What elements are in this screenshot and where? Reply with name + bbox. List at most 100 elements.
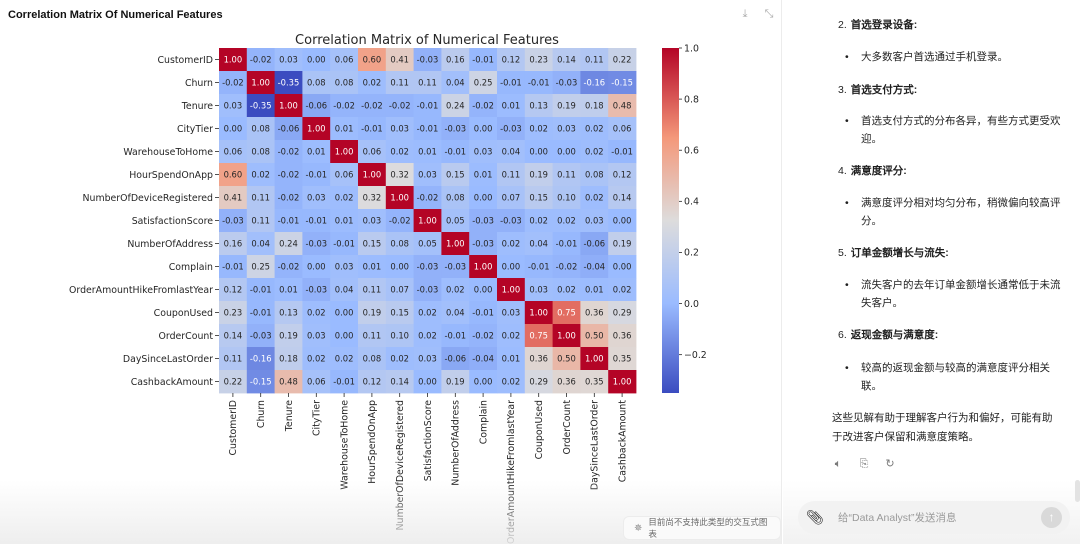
cell-value-label: 0.60 xyxy=(363,55,382,65)
cell-value-label: 1.00 xyxy=(418,216,437,226)
heatmap-cell xyxy=(608,94,637,118)
heatmap-cell xyxy=(497,140,526,164)
heatmap-cell xyxy=(274,301,303,325)
x-tick-label: OrderAmountHikeFromlastYear xyxy=(506,400,517,544)
heatmap-cell xyxy=(608,370,637,394)
heatmap-cell xyxy=(497,370,526,394)
heatmap-cell xyxy=(246,347,275,371)
heatmap-cell xyxy=(608,48,637,72)
cell-value-label: -0.01 xyxy=(333,239,355,249)
heatmap-cell xyxy=(413,48,442,72)
cell-value-label: 0.02 xyxy=(390,147,409,157)
heatmap-cell xyxy=(441,370,470,394)
cell-value-label: 0.02 xyxy=(585,147,604,157)
cell-value-label: 0.03 xyxy=(279,55,298,65)
copy-icon[interactable]: ⎘ xyxy=(859,458,869,470)
heatmap-cell xyxy=(441,71,470,95)
x-tick-label: CityTier xyxy=(312,400,323,436)
heatmap-cell xyxy=(330,163,359,187)
heatmap-cell xyxy=(469,163,498,187)
y-tick-label: DaySinceLastOrder xyxy=(123,354,213,365)
cell-value-label: 1.00 xyxy=(279,101,298,111)
cell-value-label: -0.03 xyxy=(222,216,244,226)
cell-value-label: 0.01 xyxy=(307,147,326,157)
y-tick-label: NumberOfDeviceRegistered xyxy=(82,193,213,204)
cell-value-label: 0.13 xyxy=(529,101,548,111)
send-button[interactable]: ↑ xyxy=(1041,507,1062,528)
x-tick-label: Complain xyxy=(478,400,489,444)
cell-value-label: 0.11 xyxy=(251,216,270,226)
heatmap-cell xyxy=(385,163,414,187)
x-tick-label: CashbackAmount xyxy=(617,400,628,483)
cell-value-label: 0.12 xyxy=(502,55,521,65)
scrollbar[interactable] xyxy=(1075,480,1080,502)
cell-value-label: -0.16 xyxy=(250,354,272,364)
cell-value-label: 0.03 xyxy=(335,262,354,272)
heatmap-cell xyxy=(469,278,498,302)
heatmap-cell xyxy=(524,301,553,325)
heatmap-cell xyxy=(246,301,275,325)
heatmap-cell xyxy=(580,232,609,256)
cell-value-label: 0.48 xyxy=(613,101,632,111)
cell-value-label: 0.03 xyxy=(307,331,326,341)
x-tick-label: SatisfactionScore xyxy=(423,400,434,482)
y-tick-label: Complain xyxy=(169,262,213,273)
heatmap-cell xyxy=(385,278,414,302)
y-tick-label: OrderCount xyxy=(159,331,214,342)
cell-value-label: 0.03 xyxy=(363,216,382,226)
cell-value-label: 0.03 xyxy=(390,124,409,134)
cell-value-label: 0.12 xyxy=(363,377,382,387)
heatmap-cell xyxy=(246,48,275,72)
cell-value-label: 0.00 xyxy=(307,262,326,272)
heatmap-cell xyxy=(219,255,248,279)
cell-value-label: -0.06 xyxy=(278,124,300,134)
cell-value-label: -0.01 xyxy=(611,147,633,157)
heatmap-cell xyxy=(219,163,248,187)
heatmap-cell xyxy=(469,209,498,233)
heatmap-cell xyxy=(524,186,553,210)
heatmap-cell xyxy=(497,347,526,371)
heatmap-cell xyxy=(385,255,414,279)
heatmap-cell xyxy=(497,71,526,95)
cell-value-label: 0.29 xyxy=(613,308,632,318)
heatmap-cell xyxy=(246,94,275,118)
cell-value-label: 0.16 xyxy=(224,239,243,249)
list-item-title: 5. 订单金额增长与流失: xyxy=(838,247,949,259)
heatmap-cell xyxy=(413,186,442,210)
heatmap-cell xyxy=(524,209,553,233)
cell-value-label: 0.01 xyxy=(363,262,382,272)
cell-value-label: -0.02 xyxy=(417,193,439,203)
heatmap-cell xyxy=(302,301,331,325)
cell-value-label: 0.15 xyxy=(446,170,465,180)
cell-value-label: -0.02 xyxy=(389,101,411,111)
paperclip-icon[interactable]: 📎︎ xyxy=(806,509,824,525)
heatmap-cell xyxy=(219,48,248,72)
cell-value-label: 0.02 xyxy=(446,285,465,295)
colorbar-tick-label: 0.4 xyxy=(684,197,699,208)
cell-value-label: 0.22 xyxy=(613,55,632,65)
heatmap-cell xyxy=(219,94,248,118)
heatmap-cell xyxy=(469,347,498,371)
heatmap-cell xyxy=(358,255,387,279)
x-tick-label: HourSpendOnApp xyxy=(367,400,378,484)
heatmap-cell xyxy=(358,71,387,95)
read-aloud-icon[interactable]: 🔈︎ xyxy=(834,458,842,470)
heatmap-cell xyxy=(524,94,553,118)
heatmap-cell xyxy=(497,278,526,302)
colorbar-tick-label: 0.8 xyxy=(684,94,699,105)
cell-value-label: 0.00 xyxy=(390,262,409,272)
cell-value-label: 0.08 xyxy=(390,239,409,249)
heatmap-cell xyxy=(552,71,581,95)
message-input[interactable] xyxy=(838,511,1041,524)
y-tick-label: Tenure xyxy=(181,101,213,112)
heatmap-cell xyxy=(274,71,303,95)
heatmap-cell xyxy=(274,278,303,302)
regenerate-icon[interactable]: ↻ xyxy=(885,458,895,470)
download-icon[interactable]: ⤓ xyxy=(742,8,748,20)
cell-value-label: 1.00 xyxy=(502,285,521,295)
collapse-icon[interactable]: ⤡ xyxy=(764,8,774,20)
heatmap-cell xyxy=(469,48,498,72)
cell-value-label: 0.06 xyxy=(224,147,243,157)
heatmap-cell xyxy=(274,370,303,394)
heatmap-cell xyxy=(219,301,248,325)
